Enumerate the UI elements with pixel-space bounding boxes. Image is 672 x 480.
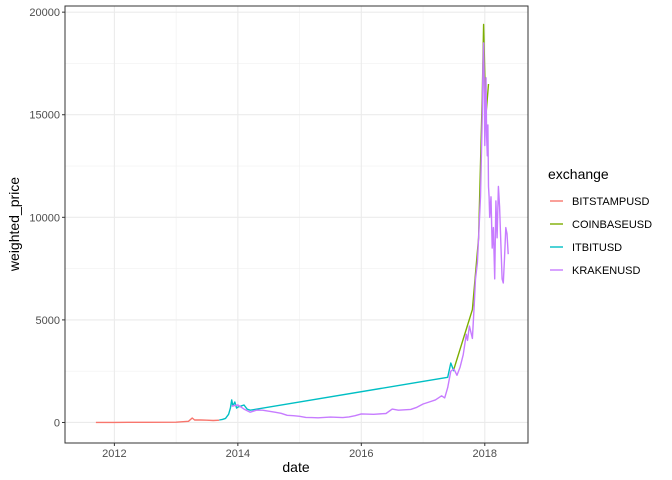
- series-layer: [95, 23, 509, 424]
- series-line-itbitusd: [219, 362, 455, 421]
- grid-minor: [65, 6, 528, 443]
- x-axis: 2012 2014 2016 2018: [102, 443, 497, 460]
- series-line-krakenusd: [231, 42, 509, 419]
- legend: exchange BITSTAMPUSD COINBASEUSD ITBITUSD K…: [548, 166, 652, 278]
- y-tick-label: 15000: [29, 110, 60, 122]
- y-axis-title: weighted_price: [6, 177, 22, 272]
- x-tick-label: 2014: [226, 448, 250, 460]
- y-axis: 0 5000 10000 15000 20000: [29, 7, 65, 429]
- plot-border: [64, 5, 529, 444]
- x-tick-label: 2012: [102, 448, 126, 460]
- legend-label: KRAKENUSD: [572, 265, 641, 277]
- legend-label: ITBITUSD: [572, 242, 622, 254]
- x-axis-title: date: [282, 459, 309, 475]
- grid-major: [65, 6, 528, 443]
- legend-label: BITSTAMPUSD: [572, 196, 649, 208]
- y-tick-label: 20000: [29, 7, 60, 19]
- plot-panel: [65, 6, 528, 443]
- series-line-bitstampusd: [95, 417, 220, 424]
- y-tick-label: 10000: [29, 212, 60, 224]
- y-tick-label: 5000: [36, 315, 60, 327]
- x-tick-label: 2018: [473, 448, 497, 460]
- y-tick-label: 0: [54, 417, 60, 429]
- legend-title: exchange: [548, 166, 609, 182]
- legend-label: COINBASEUSD: [572, 219, 652, 231]
- x-tick-label: 2016: [349, 448, 373, 460]
